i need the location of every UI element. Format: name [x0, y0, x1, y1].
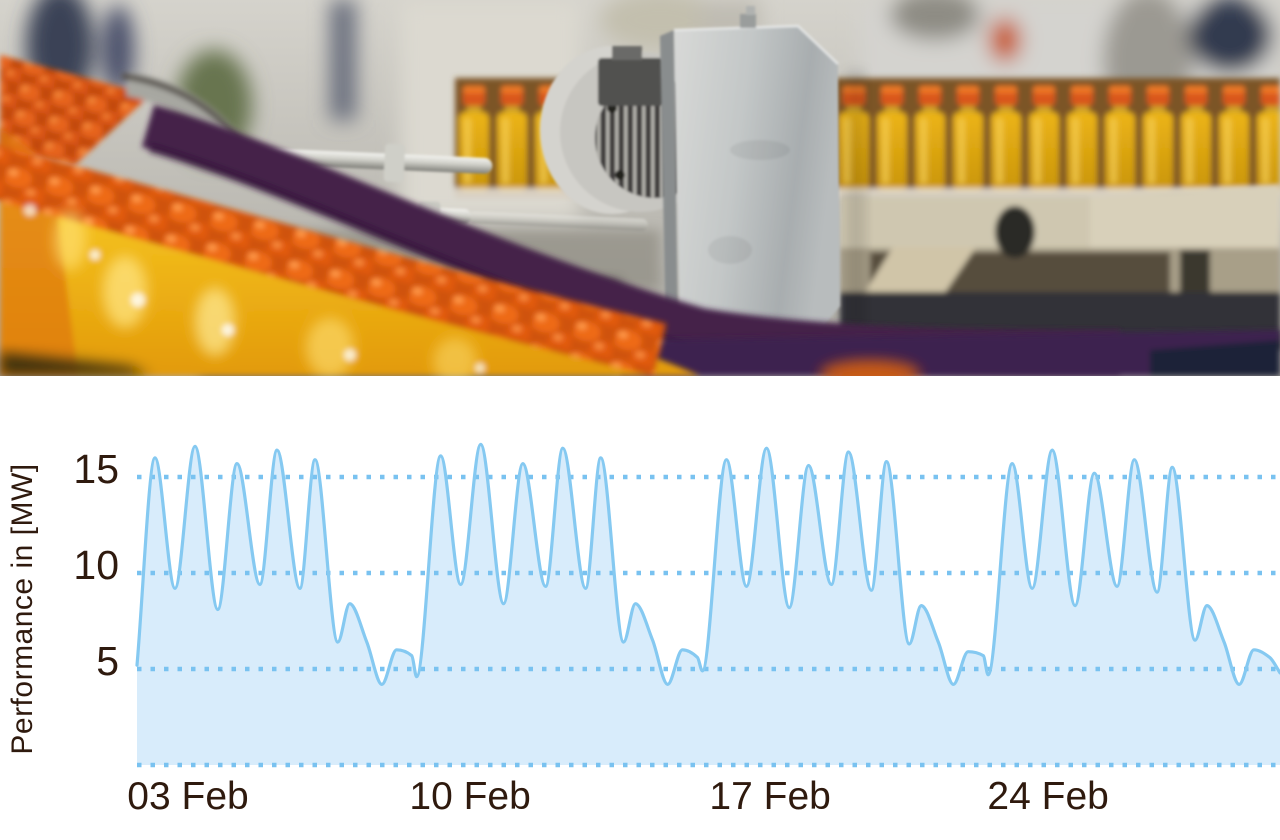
y-tick-10: 10 — [73, 542, 119, 588]
x-tick-03-feb: 03 Feb — [127, 775, 249, 818]
factory-photo — [0, 0, 1280, 376]
foreground-juice-bottles — [0, 128, 700, 376]
x-tick-17-feb: 17 Feb — [709, 775, 831, 818]
y-axis-title: Performance in [MW] — [6, 463, 39, 755]
performance-line — [135, 442, 1280, 686]
electric-motor — [540, 46, 720, 214]
bottom-right-shadow-band — [620, 330, 1280, 376]
motor-mounting-plate — [660, 6, 866, 348]
y-tick-5: 5 — [96, 638, 119, 684]
right-conveyor-structure — [840, 185, 1280, 350]
area-chart-canvas — [135, 442, 1280, 768]
factory-photo-illustration — [0, 0, 1280, 376]
performance-chart: Performance in [MW] 15 10 5 03 Feb 10 Fe… — [0, 376, 1280, 840]
y-tick-15: 15 — [73, 446, 119, 492]
area-fill — [137, 444, 1280, 765]
x-tick-10-feb: 10 Feb — [409, 775, 531, 818]
x-tick-24-feb: 24 Feb — [987, 775, 1109, 818]
